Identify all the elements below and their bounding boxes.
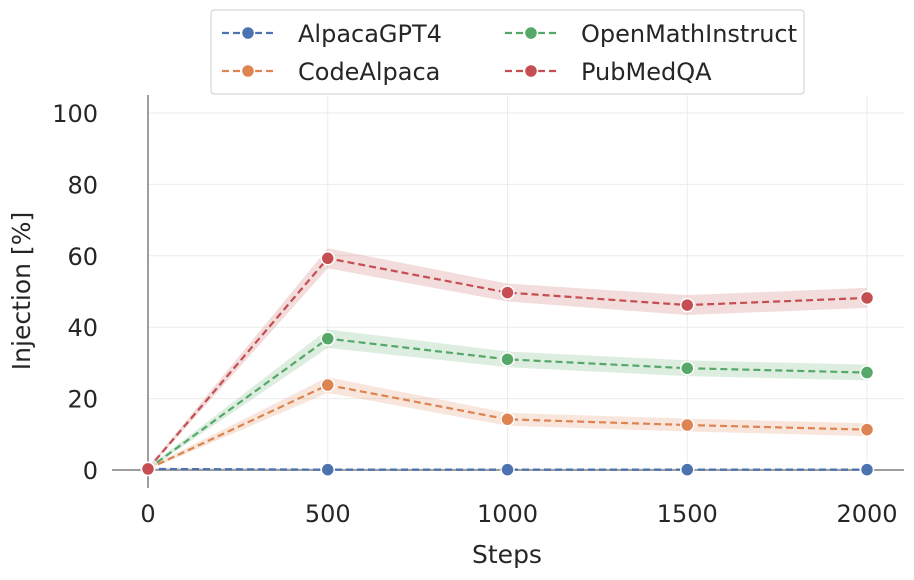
- axis-labels: Steps Injection [%]: [7, 212, 542, 569]
- data-point-pubmedqa: [500, 285, 515, 300]
- series-markers: [140, 251, 875, 477]
- data-point-openmathinstruct: [320, 331, 335, 346]
- legend-label-openmathinstruct: OpenMathInstruct: [581, 20, 797, 48]
- data-point-codealpaca: [680, 417, 695, 433]
- y-tick-label: 60: [67, 243, 98, 271]
- legend-marker-openmathinstruct: [523, 25, 539, 41]
- data-point-pubmedqa: [320, 251, 335, 266]
- y-tick-label: 80: [67, 171, 98, 199]
- y-axis-label: Injection [%]: [7, 212, 36, 370]
- legend: AlpacaGPT4 CodeAlpaca OpenMathInstruct PubM…: [210, 9, 805, 95]
- x-tick-label: 0: [140, 500, 155, 528]
- data-point-openmathinstruct: [500, 352, 515, 367]
- legend-marker-pubmedqa: [523, 63, 539, 79]
- y-tick-label: 40: [67, 314, 98, 342]
- legend-frame: [210, 9, 805, 95]
- data-point-codealpaca: [320, 377, 335, 393]
- data-point-openmathinstruct: [859, 365, 875, 380]
- x-tick-label: 1000: [477, 500, 538, 528]
- data-point-pubmedqa: [680, 297, 695, 313]
- data-point-alpacagpt4: [859, 462, 875, 477]
- data-point-alpacagpt4: [500, 462, 515, 477]
- legend-marker-codealpaca: [240, 63, 256, 79]
- data-point-pubmedqa: [859, 290, 875, 306]
- series-line-codealpaca: [147, 383, 868, 470]
- legend-marker-alpacagpt4: [240, 25, 256, 41]
- grid: [148, 95, 904, 470]
- legend-label-alpacagpt4: AlpacaGPT4: [298, 20, 442, 48]
- data-point-codealpaca: [859, 422, 875, 437]
- data-point-alpacagpt4: [680, 462, 695, 477]
- y-tick-label: 100: [52, 100, 98, 128]
- legend-label-pubmedqa: PubMedQA: [581, 58, 712, 86]
- x-tick-label: 1500: [657, 500, 718, 528]
- data-point-openmathinstruct: [680, 361, 695, 376]
- data-point-alpacagpt4: [320, 462, 335, 477]
- data-point-pubmedqa: [140, 461, 156, 477]
- y-tick-label: 20: [67, 386, 98, 414]
- data-point-codealpaca: [500, 412, 515, 427]
- y-tick-label: 0: [83, 457, 98, 485]
- x-tick-label: 2000: [836, 500, 897, 528]
- series-line-alpacagpt4: [147, 467, 867, 471]
- x-axis-label: Steps: [472, 540, 542, 569]
- x-tick-label: 500: [305, 500, 351, 528]
- legend-label-codealpaca: CodeAlpaca: [298, 58, 440, 86]
